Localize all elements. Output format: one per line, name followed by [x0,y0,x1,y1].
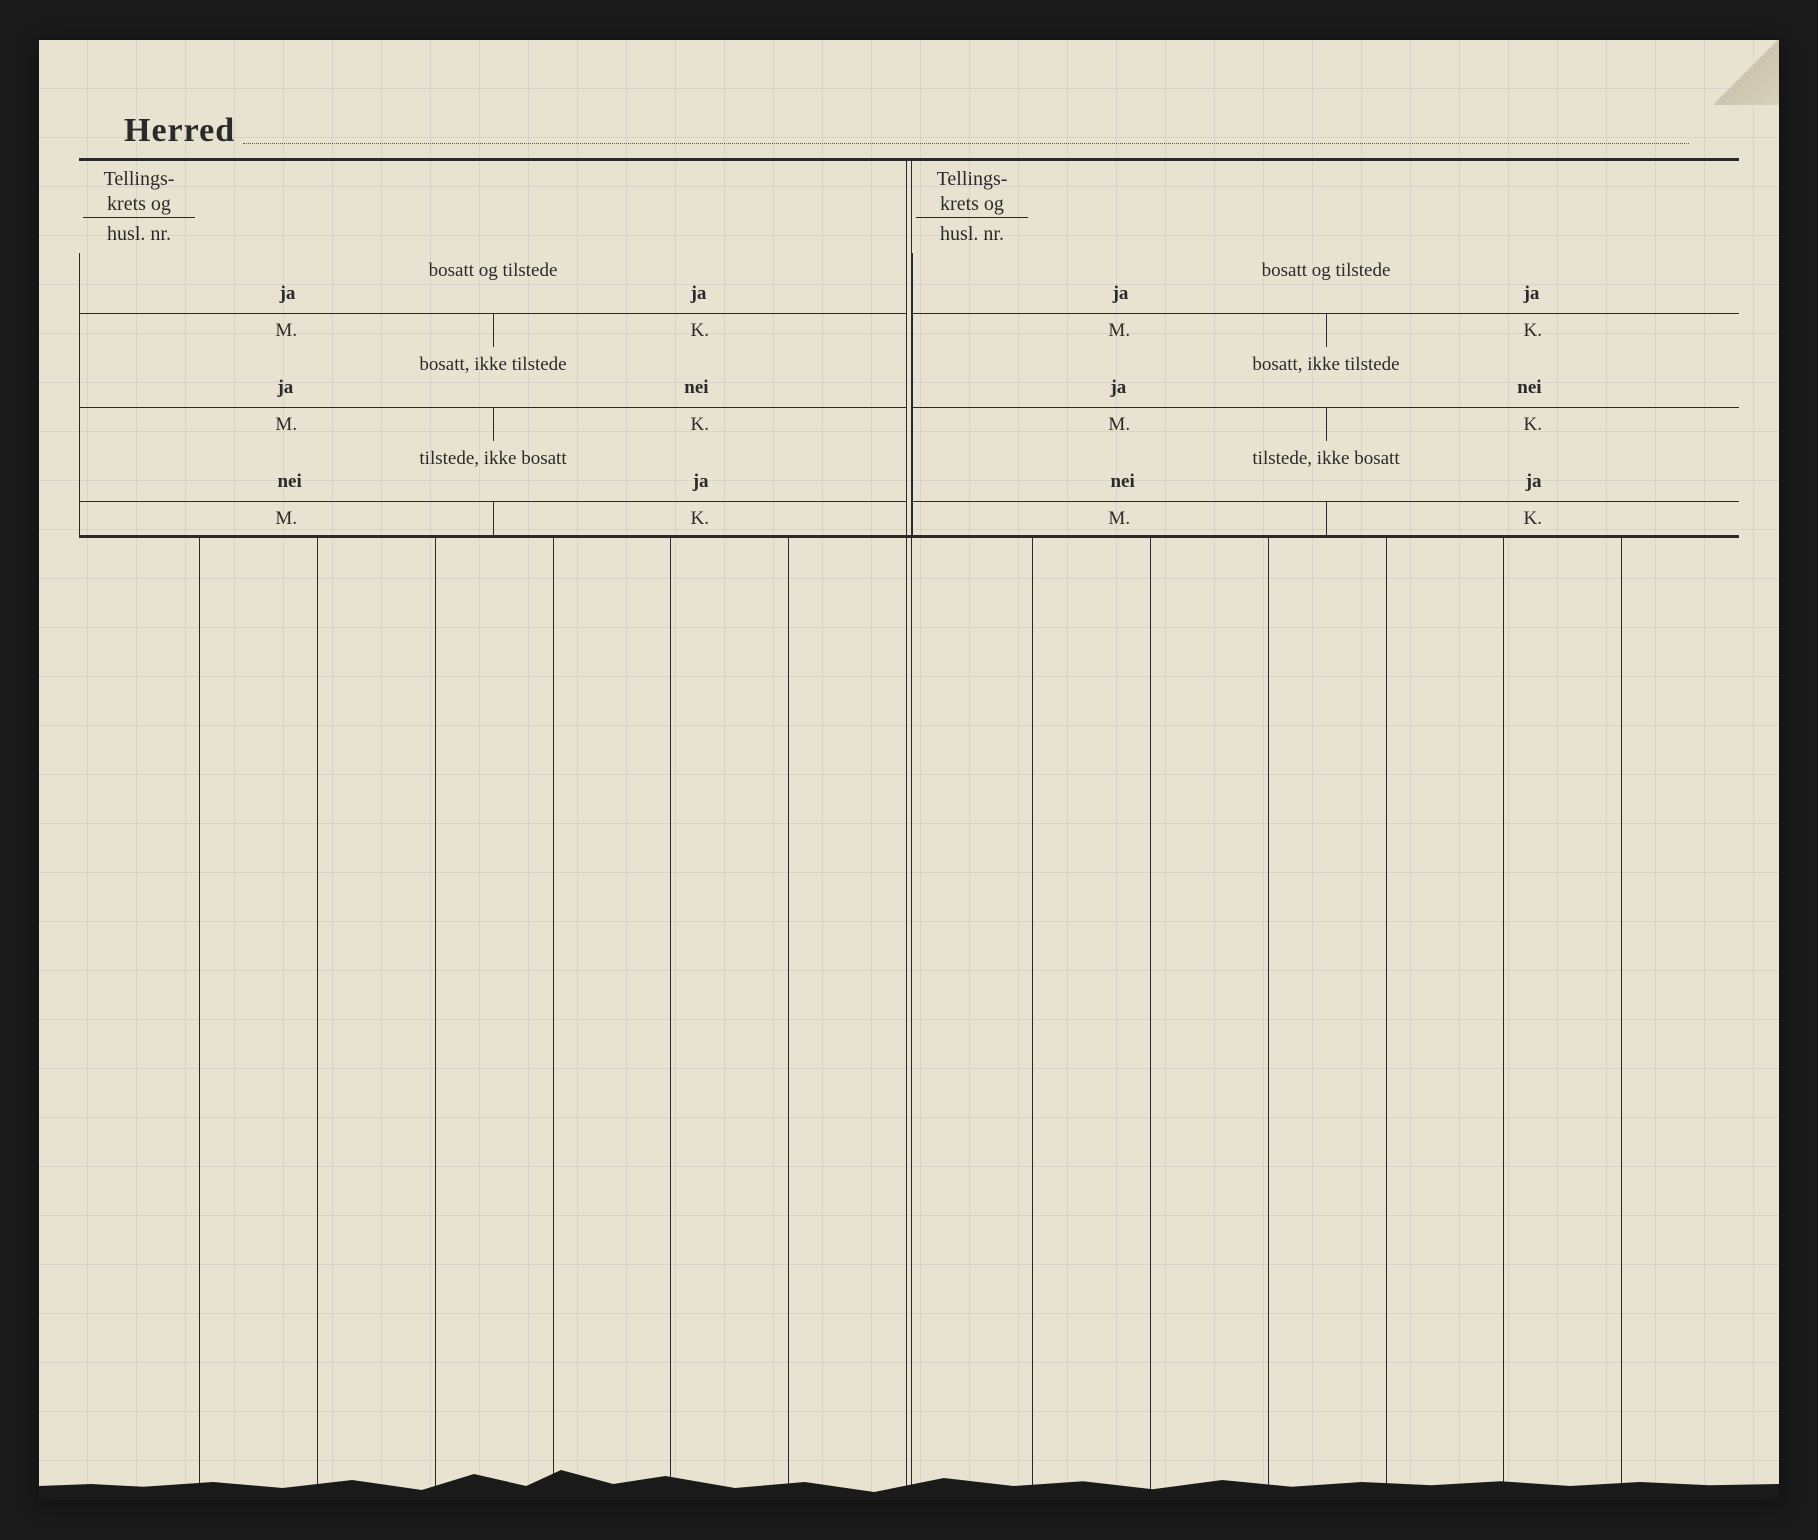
group-sub-right: nei [684,377,708,399]
group-sub-left: ja [1113,283,1129,305]
body-col [1621,538,1739,1501]
mk-k: K. [493,502,907,535]
form-content: Herred Tellings- krets og husl. nr. bosa… [39,40,1779,1500]
side-label-line: husl. nr. [916,217,1028,251]
title-fill-line [243,143,1689,144]
body-pair [1503,538,1739,1501]
body-pair [199,538,435,1501]
body-pair [670,538,906,1501]
mk-m: M. [913,314,1326,347]
body-pair [1032,538,1268,1501]
col-group-4: bosatt og tilstede ja ja M. K. [912,253,1739,347]
body-pair [435,538,671,1501]
body-col [436,538,553,1501]
mk-m: M. [80,408,493,441]
body-col [200,538,317,1501]
body-col [1269,538,1386,1501]
side-label-line: husl. nr. [83,217,195,251]
body-col [1504,538,1621,1501]
col-group-1: bosatt og tilstede ja ja M. K. [79,253,906,347]
col-group-6: tilstede, ikke bosatt nei ja M. K. [912,441,1739,535]
census-form-paper: Herred Tellings- krets og husl. nr. bosa… [39,40,1779,1500]
side-label-right: Tellings- krets og husl. nr. [912,161,1032,253]
mk-m: M. [80,502,493,535]
mk-m: M. [80,314,493,347]
side-label-line: krets og [916,192,1028,217]
group-sub-right: ja [691,283,707,305]
header-left-half: Tellings- krets og husl. nr. bosatt og t… [79,161,906,535]
group-sub-left: ja [280,283,296,305]
table-header: Tellings- krets og husl. nr. bosatt og t… [79,161,1739,535]
body-side-col [79,538,199,1501]
side-label-line: krets og [83,192,195,217]
group-sub-left: ja [1110,377,1126,399]
col-group-2: bosatt, ikke tilstede ja nei M. K. [79,347,906,441]
body-col [553,538,671,1501]
body-col [1150,538,1268,1501]
group-sub-right: nei [1517,377,1541,399]
group-title: tilstede, ikke bosatt [419,449,566,470]
body-col [671,538,788,1501]
side-label-line: Tellings- [916,167,1028,192]
mk-k: K. [1326,408,1740,441]
body-col [1386,538,1504,1501]
group-sub-left: nei [277,471,301,493]
body-col [1033,538,1150,1501]
group-sub-left: ja [277,377,293,399]
body-right-half [912,538,1739,1501]
group-sub-right: ja [1526,471,1542,493]
mk-k: K. [493,408,907,441]
col-group-3: tilstede, ikke bosatt nei ja M. K. [79,441,906,535]
group-title: bosatt, ikke tilstede [1252,355,1399,376]
group-title: bosatt og tilstede [1262,261,1391,282]
side-label-line: Tellings- [83,167,195,192]
group-title: bosatt og tilstede [429,261,558,282]
body-left-half [79,538,906,1501]
mk-m: M. [913,502,1326,535]
group-title: bosatt, ikke tilstede [419,355,566,376]
header-right-half: Tellings- krets og husl. nr. bosatt og t… [912,161,1739,535]
body-side-col [912,538,1032,1501]
group-sub-right: ja [693,471,709,493]
group-title: tilstede, ikke bosatt [1252,449,1399,470]
body-col [317,538,435,1501]
form-title: Herred [124,112,235,150]
group-sub-left: nei [1110,471,1134,493]
side-label-left: Tellings- krets og husl. nr. [79,161,199,253]
mk-m: M. [913,408,1326,441]
group-sub-right: ja [1524,283,1540,305]
form-table: Tellings- krets og husl. nr. bosatt og t… [79,158,1739,1500]
body-col [788,538,906,1501]
mk-k: K. [1326,502,1740,535]
title-row: Herred [39,100,1779,150]
table-body [79,538,1739,1501]
col-group-5: bosatt, ikke tilstede ja nei M. K. [912,347,1739,441]
body-pair [1268,538,1504,1501]
mk-k: K. [493,314,907,347]
mk-k: K. [1326,314,1740,347]
